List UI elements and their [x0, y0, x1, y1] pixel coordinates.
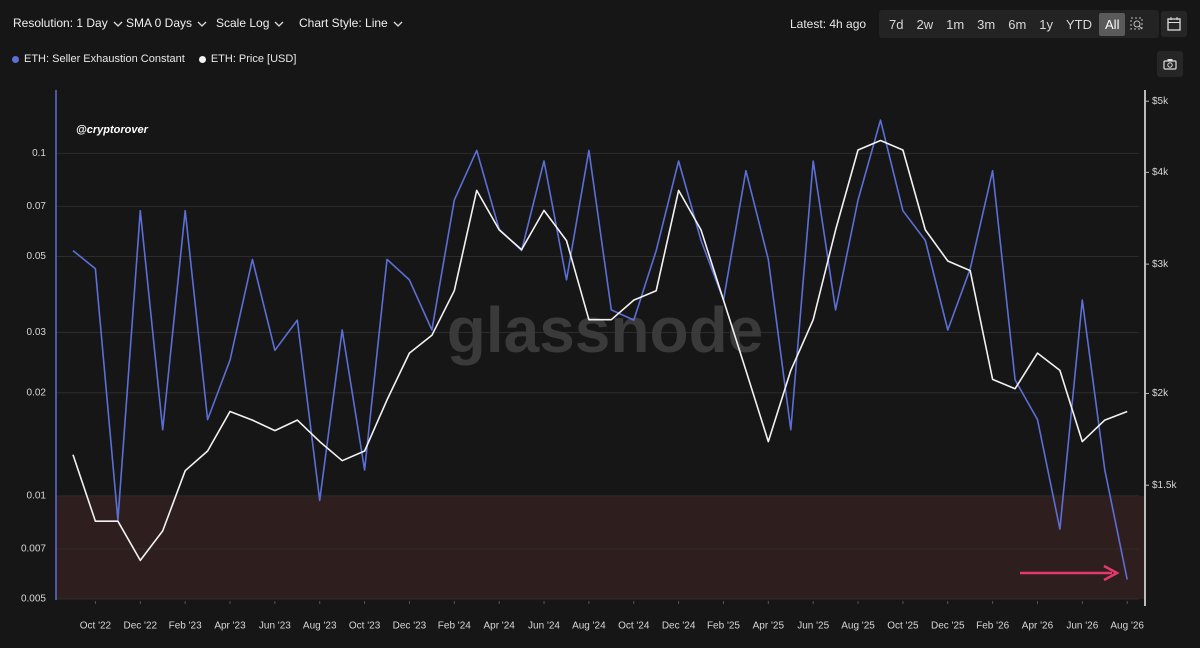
range-button[interactable]: 2w [916, 16, 934, 32]
calendar-icon [1167, 17, 1181, 31]
range-button[interactable]: All [1099, 12, 1126, 36]
y2-tick-label: $3k [1152, 259, 1169, 270]
y-tick-label: 0.07 [27, 201, 47, 212]
range-button[interactable]: 3m [977, 16, 996, 32]
x-tick-label: Apr '25 [753, 621, 785, 632]
range-button[interactable]: YTD [1066, 16, 1093, 32]
x-tick-label: Apr '26 [1022, 621, 1054, 632]
x-tick-label: Dec '24 [662, 621, 696, 632]
annotation: @cryptorover [76, 124, 149, 136]
range-button[interactable]: 1y [1039, 16, 1054, 32]
chevron [113, 21, 123, 27]
dropdown-label: Chart Style: Line [299, 16, 388, 30]
legend: ETH: Seller Exhaustion Constant ETH: Pric… [12, 53, 296, 65]
legend-swatch [198, 55, 206, 63]
series-line [72, 139, 1128, 562]
legend-item[interactable]: ETH: Price [USD] [198, 53, 297, 65]
legend-swatch [12, 55, 19, 63]
legend-item[interactable]: ETH: Seller Exhaustion Constant [12, 53, 185, 65]
x-tick-label: Oct '25 [887, 621, 919, 632]
range-selector: 7d 2w 1m 3m 6m 1y YTD All [879, 10, 1159, 38]
x-tick-label: Aug '25 [841, 621, 875, 632]
y-tick-label: 0.03 [27, 327, 47, 338]
series-line [72, 119, 1128, 580]
screenshot-button[interactable] [1157, 51, 1183, 77]
y2-tick-label: $4k [1152, 167, 1169, 178]
camera-icon [1163, 59, 1177, 70]
x-tick-label: Dec '22 [123, 621, 157, 632]
x-tick-label: Jun '23 [259, 621, 291, 632]
x-tick-label: Oct '24 [618, 621, 650, 632]
legend-label: ETH: Seller Exhaustion Constant [24, 53, 185, 65]
dropdown-label: SMA 0 Days [126, 16, 193, 30]
chevron [274, 21, 284, 27]
dropdown-label: Scale Log [216, 16, 270, 30]
x-tick-label: Aug '23 [303, 621, 337, 632]
y-tick-label: 0.02 [27, 387, 47, 398]
x-tick-label: Apr '24 [483, 621, 515, 632]
y-tick-label: 0.007 [21, 544, 46, 555]
y-tick-label: 0.05 [27, 251, 47, 262]
watermark: glassnode [447, 294, 764, 366]
range-button[interactable]: 1m [946, 16, 965, 32]
x-tick-label: Aug '26 [1110, 621, 1144, 632]
legend-label: ETH: Price [USD] [210, 53, 297, 65]
arrow-head [1103, 564, 1120, 582]
latest-update: Latest: 4h ago [790, 17, 867, 31]
y-tick-label: 0.005 [21, 594, 46, 605]
chevron [197, 21, 207, 27]
threshold-band [56, 495, 1145, 599]
dropdown-label: Resolution: 1 Day [13, 16, 108, 30]
x-tick-label: Apr '23 [214, 621, 246, 632]
chevron [393, 21, 403, 27]
dropdown[interactable]: SMA 0 Days [126, 16, 207, 30]
x-tick-label: Dec '23 [393, 621, 427, 632]
x-tick-label: Jun '25 [797, 621, 829, 632]
toolbar: Latest: 4h ago 7d 2w 1m 3m 6m 1y YTD All Resolu… [0, 0, 1200, 77]
dropdown[interactable]: Chart Style: Line [299, 16, 403, 30]
y2-tick-label: $5k [1152, 96, 1169, 107]
x-tick-label: Feb '26 [976, 621, 1009, 632]
range-button[interactable]: 7d [889, 16, 904, 32]
calendar-button[interactable] [1161, 11, 1187, 37]
zoom-icon[interactable] [1130, 17, 1144, 31]
y2-tick-label: $2k [1152, 388, 1169, 399]
x-tick-label: Aug '24 [572, 621, 606, 632]
x-tick-label: Feb '25 [707, 621, 740, 632]
x-tick-label: Feb '24 [438, 621, 471, 632]
y2-tick-label: $1.5k [1152, 480, 1177, 491]
x-tick-label: Oct '22 [80, 621, 112, 632]
dropdown[interactable]: Resolution: 1 Day [13, 16, 123, 30]
x-tick-label: Feb '23 [169, 621, 202, 632]
y-tick-label: 0.01 [27, 491, 47, 502]
y-tick-label: 0.1 [32, 148, 46, 159]
x-tick-label: Oct '23 [349, 621, 381, 632]
dropdown[interactable]: Scale Log [216, 16, 284, 30]
x-tick-label: Dec '25 [931, 621, 965, 632]
x-tick-label: Jun '26 [1066, 621, 1098, 632]
x-tick-label: Jun '24 [528, 621, 560, 632]
range-button[interactable]: 6m [1008, 16, 1027, 32]
